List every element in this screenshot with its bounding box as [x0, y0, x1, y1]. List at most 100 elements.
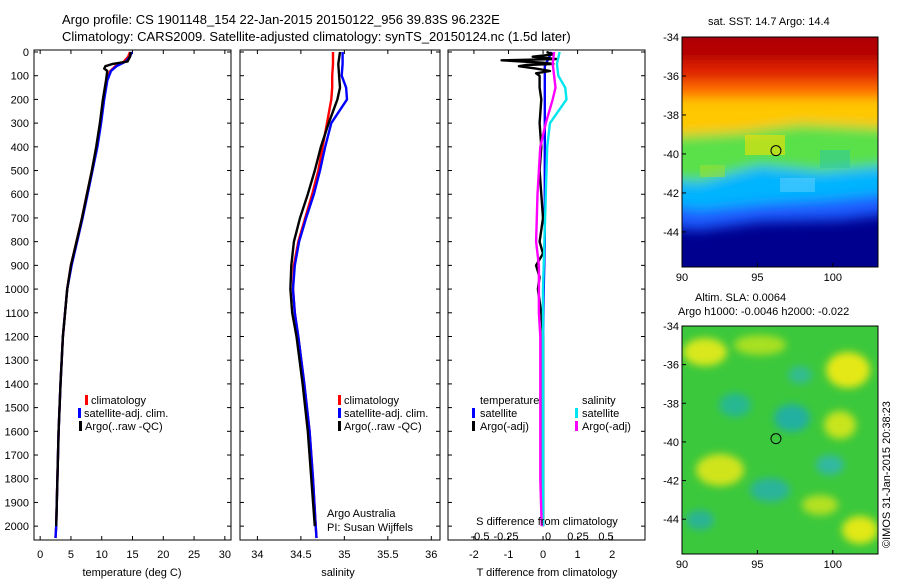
- map-x-tick-label: 100: [824, 272, 842, 284]
- legend-temperature-header: temperature: [480, 395, 539, 407]
- x-tick-label: -1: [504, 549, 514, 561]
- depth-tick-label: 700: [11, 213, 29, 225]
- map-y-tick-label: -44: [663, 514, 679, 526]
- series-line: [500, 50, 559, 527]
- x-tick-label: -2: [469, 549, 479, 561]
- depth-tick-label: 2000: [5, 521, 29, 533]
- difference-xlabel: T difference from climatology: [477, 567, 618, 579]
- depth-tick-label: 1700: [5, 450, 29, 462]
- sla-axis-ticks: -34 -36 -38 -40 -42 -44 90 95 100: [663, 321, 842, 571]
- sst-argo-marker: [770, 145, 782, 157]
- x-tick-label: 15: [126, 549, 138, 561]
- x-tick-label: 20: [157, 549, 169, 561]
- map-y-tick-label: -42: [663, 476, 679, 488]
- legend-salinity-header: salinity: [582, 395, 616, 407]
- x-tick-label: 30: [219, 549, 231, 561]
- series-line: [534, 51, 557, 527]
- sla-field: [682, 326, 878, 554]
- temperature-panel: 0 5 10 15 20 25 30 temperature (deg C) climato…: [33, 49, 232, 579]
- salinity-xlabel: salinity: [321, 567, 355, 579]
- legend-climatology-swatch-2: [338, 395, 341, 405]
- salinity-x-ticks: 34 34.5 35 35.5 36: [240, 50, 440, 561]
- salinity-panel: 34 34.5 35 35.5 36 salinity climatology sate…: [239, 49, 441, 579]
- imos-credit: ©IMOS 31-Jan-2015 20:38:23: [881, 401, 893, 548]
- map-y-tick-label: -40: [663, 437, 679, 449]
- depth-tick-label: 1600: [5, 426, 29, 438]
- x-tick-label: 25: [188, 549, 200, 561]
- difference-x2label: S difference from climatology: [476, 516, 618, 528]
- depth-tick-label: 1300: [5, 355, 29, 367]
- legend-argo-raw-2: Argo(..raw -QC): [344, 421, 422, 433]
- x2-tick-label: -0.25: [493, 531, 518, 543]
- map-y-tick-label: -42: [663, 188, 679, 200]
- depth-tick-label: 1200: [5, 331, 29, 343]
- x-tick-label: 34: [251, 549, 263, 561]
- x2-tick-label: 0.5: [598, 531, 613, 543]
- sla-argo-marker: [770, 433, 782, 445]
- depth-tick-label: 1000: [5, 284, 29, 296]
- x-tick-label: 35.5: [377, 549, 398, 561]
- map-x-tick-label: 90: [676, 559, 688, 571]
- legend-t-satellite-swatch: [472, 408, 475, 418]
- x-tick-label: 35: [338, 549, 350, 561]
- legend-t-argo-swatch: [472, 421, 475, 431]
- legend-s-satellite: satellite: [582, 408, 619, 420]
- series-line: [55, 51, 132, 527]
- map-y-tick-label: -34: [663, 32, 679, 44]
- legend-s-argo: Argo(-adj): [582, 421, 631, 433]
- sst-map-title: sat. SST: 14.7 Argo: 14.4: [708, 16, 830, 28]
- depth-tick-label: 1800: [5, 474, 29, 486]
- header-line-2: Climatology: CARS2009. Satellite-adjuste…: [62, 29, 571, 44]
- credit-org: Argo Australia: [327, 508, 396, 520]
- map-y-tick-label: -36: [663, 360, 679, 372]
- depth-tick-label: 0: [23, 47, 29, 59]
- series-line: [291, 52, 349, 539]
- depth-tick-label: 400: [11, 142, 29, 154]
- depth-tick-label: 1400: [5, 379, 29, 391]
- x-tick-label: 34.5: [290, 549, 311, 561]
- x2-tick-label: -0.5: [471, 531, 490, 543]
- series-line: [541, 51, 568, 527]
- map-y-tick-label: -38: [663, 398, 679, 410]
- map-y-tick-label: -36: [663, 71, 679, 83]
- legend-argo-raw: Argo(..raw -QC): [85, 421, 163, 433]
- difference-lines: [500, 50, 568, 527]
- map-y-tick-label: -40: [663, 149, 679, 161]
- temperature-xlabel: temperature (deg C): [82, 567, 181, 579]
- map-y-tick-label: -38: [663, 110, 679, 122]
- legend-s-argo-swatch: [575, 421, 578, 431]
- legend-t-satellite: satellite: [480, 408, 517, 420]
- difference-panel: -2 -1 0 1 2 -0.5 -0.25 0 0.25 0.5 T difference fr…: [447, 49, 646, 579]
- legend-climatology: climatology: [91, 395, 147, 407]
- depth-axis: 0 100 200 300 400 500 600 700 800 900 1000 1100 1200…: [5, 47, 29, 533]
- legend-climatology-swatch: [85, 395, 88, 405]
- difference-frame: [447, 49, 646, 541]
- depth-tick-label: 500: [11, 166, 29, 178]
- x-tick-label: 0: [540, 549, 546, 561]
- depth-tick-label: 1900: [5, 497, 29, 509]
- x-tick-label: 1: [575, 549, 581, 561]
- sla-frame: [681, 325, 879, 555]
- map-x-tick-label: 90: [676, 272, 688, 284]
- salinity-lines: [289, 51, 349, 539]
- sst-map: sat. SST: 14.7 Argo: 14.4: [663, 16, 879, 284]
- salinity-legend: climatology satellite-adj. clim. Argo(..…: [338, 395, 428, 433]
- depth-tick-label: 1500: [5, 403, 29, 415]
- map-y-tick-label: -34: [663, 321, 679, 333]
- sla-map-title: Altim. SLA: 0.0064: [695, 292, 786, 304]
- depth-tick-label: 300: [11, 118, 29, 130]
- legend-t-argo: Argo(-adj): [480, 421, 529, 433]
- temperature-x-ticks: 0 5 10 15 20 25 30: [34, 50, 231, 561]
- legend-argo-swatch-2: [338, 421, 341, 431]
- difference-x-ticks: -2 -1 0 1 2 -0.5 -0.25 0 0.25 0.5: [448, 50, 645, 561]
- legend-satellite-adj-2: satellite-adj. clim.: [344, 408, 428, 420]
- depth-tick-label: 200: [11, 94, 29, 106]
- map-y-tick-label: -44: [663, 227, 679, 239]
- header-line-1: Argo profile: CS 1901148_154 22-Jan-2015…: [62, 12, 500, 27]
- sst-frame: [681, 36, 879, 268]
- legend-climatology-2: climatology: [344, 395, 400, 407]
- depth-tick-label: 900: [11, 260, 29, 272]
- credit-pi: PI: Susan Wijffels: [327, 522, 413, 534]
- depth-tick-label: 1100: [5, 308, 29, 320]
